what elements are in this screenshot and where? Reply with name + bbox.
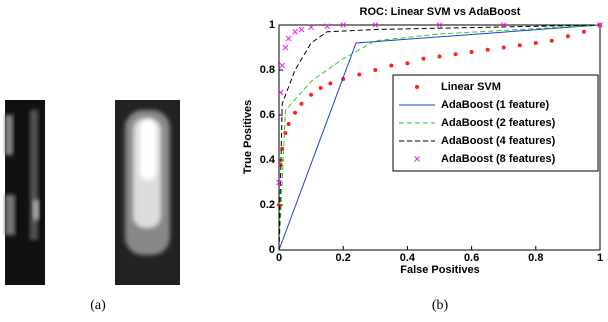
y-tick-label: 1 xyxy=(269,19,275,31)
y-tick-label: 0 xyxy=(269,244,275,256)
data-point xyxy=(582,30,586,34)
data-point xyxy=(283,45,288,50)
y-tick-label: 0.2 xyxy=(260,199,275,211)
data-point xyxy=(566,34,570,38)
chart-title: ROC: Linear SVM vs AdaBoost xyxy=(360,6,521,18)
legend-label: AdaBoost (2 features) xyxy=(441,117,556,129)
y-tick-label: 0.4 xyxy=(260,154,276,166)
data-point xyxy=(373,68,377,72)
panel-label: (a) xyxy=(90,298,106,313)
legend-swatch xyxy=(415,85,419,89)
data-point xyxy=(309,93,313,97)
data-point xyxy=(502,46,506,50)
data-point xyxy=(280,63,285,68)
data-point xyxy=(405,61,409,65)
x-tick-label: 0 xyxy=(276,252,282,264)
x-tick-label: 0.6 xyxy=(464,252,479,264)
image-right xyxy=(115,100,180,285)
data-point xyxy=(293,29,298,34)
data-point xyxy=(357,73,361,77)
y-tick-label: 0.8 xyxy=(260,64,275,76)
legend-label: Linear SVM xyxy=(441,81,501,93)
x-tick-label: 0.8 xyxy=(528,252,543,264)
image-left xyxy=(5,100,45,285)
data-point xyxy=(438,55,442,59)
data-point xyxy=(470,50,474,54)
legend-label: AdaBoost (8 features) xyxy=(441,153,556,165)
data-point xyxy=(287,122,291,126)
legend-label: AdaBoost (1 feature) xyxy=(441,99,550,111)
y-tick-label: 0.6 xyxy=(260,109,275,121)
data-point xyxy=(293,111,297,115)
data-point xyxy=(319,86,323,90)
data-point xyxy=(299,102,303,106)
data-point xyxy=(550,39,554,43)
x-tick-label: 1 xyxy=(597,252,603,264)
data-point xyxy=(389,64,393,68)
x-tick-label: 0.4 xyxy=(400,252,416,264)
data-point xyxy=(328,82,332,86)
legend-label: AdaBoost (4 features) xyxy=(441,135,556,147)
data-point xyxy=(325,24,330,29)
panel-label: (b) xyxy=(432,298,449,313)
data-point xyxy=(454,52,458,56)
data-point xyxy=(299,27,304,32)
x-tick-label: 0.2 xyxy=(336,252,351,264)
x-axis-label: False Positives xyxy=(400,264,480,276)
data-point xyxy=(534,41,538,45)
data-point xyxy=(286,36,291,41)
data-point xyxy=(421,57,425,61)
y-axis-label: True Positives xyxy=(242,100,254,175)
figure: (a) (b) ROC: Linear SVM vs AdaBoost Fals… xyxy=(0,0,608,322)
data-point xyxy=(486,48,490,52)
data-point xyxy=(518,43,522,47)
